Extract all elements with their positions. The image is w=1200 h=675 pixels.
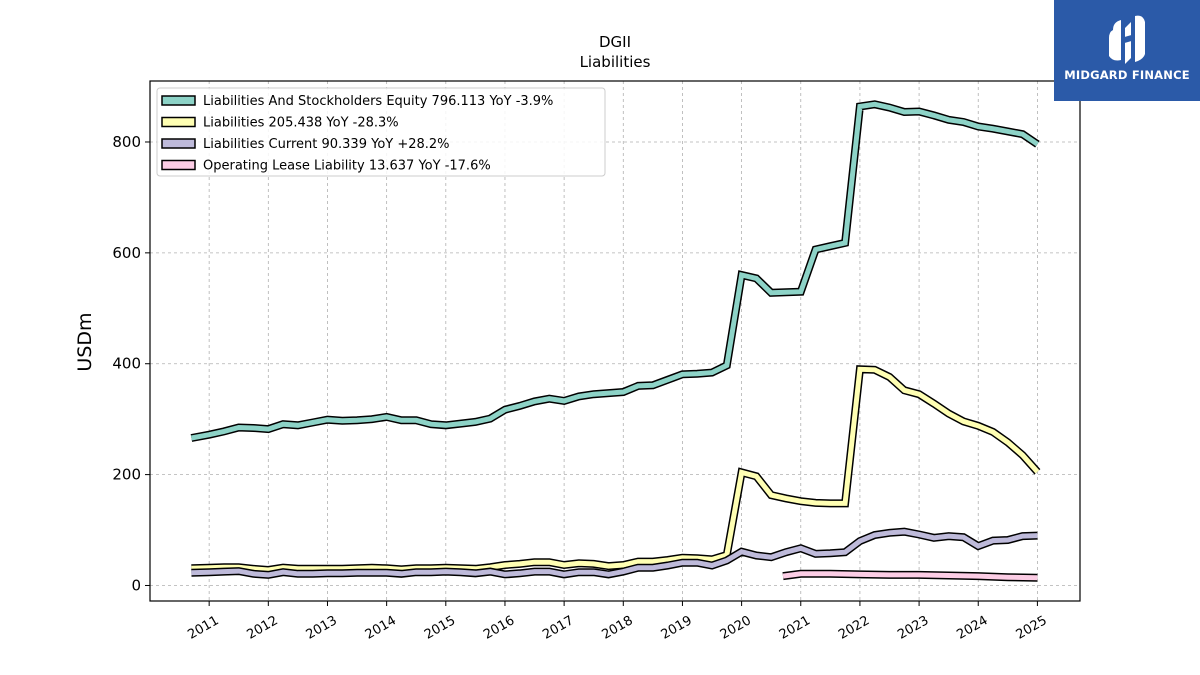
chart-subtitle: Liabilities [580, 53, 651, 71]
series-line-outline [191, 365, 1041, 575]
x-tick-label: 2018 [599, 613, 635, 643]
series-line [191, 366, 1040, 573]
legend: Liabilities And Stockholders Equity 796.… [156, 87, 606, 177]
y-tick-label: 400 [112, 355, 141, 373]
x-tick-label: 2014 [363, 613, 399, 643]
legend-swatch [161, 138, 196, 149]
x-tick-label: 2022 [836, 613, 872, 643]
series-group [190, 100, 1041, 582]
x-tick-label: 2025 [1014, 613, 1050, 643]
x-tick-label: 2016 [481, 613, 517, 643]
legend-label: Liabilities Current 90.339 YoY +28.2% [203, 137, 450, 152]
y-axis-label: USDm [74, 312, 96, 371]
legend-swatch [161, 95, 196, 106]
grid-lines [150, 81, 1080, 601]
legend-swatch [161, 116, 196, 128]
legend-swatch [161, 159, 196, 171]
y-tick-label: 800 [112, 133, 141, 151]
legend-box [156, 87, 606, 177]
x-tick-label: 2011 [185, 613, 221, 643]
x-tick-label: 2020 [718, 613, 754, 643]
brand-name: MIDGARD FINANCE [1064, 68, 1190, 82]
y-tick-label: 200 [112, 466, 141, 484]
legend-label: Liabilities 205.438 YoY -28.3% [203, 116, 399, 131]
series-line [190, 101, 1039, 441]
legend-label: Liabilities And Stockholders Equity 796.… [203, 94, 553, 109]
plot-frame [149, 80, 1081, 602]
x-tick-label: 2015 [422, 613, 458, 643]
y-tick-label: 0 [131, 576, 141, 594]
legend-label: Operating Lease Liability 13.637 YoY -17… [203, 159, 491, 174]
chart-title: DGII [599, 33, 631, 51]
series-line [782, 571, 1038, 581]
x-tick-label: 2012 [244, 613, 280, 643]
x-tick-label: 2013 [304, 613, 340, 643]
y-tick-label: 600 [112, 244, 141, 262]
x-tick-label: 2017 [540, 613, 576, 643]
series-line [191, 529, 1038, 578]
x-tick-label: 2021 [777, 613, 813, 643]
brand-logo: MIDGARD FINANCE [1054, 0, 1200, 101]
x-tick-label: 2019 [659, 613, 695, 643]
x-tick-label: 2024 [954, 613, 990, 643]
x-tick-label: 2023 [895, 613, 931, 643]
midgard-logo-icon [1109, 15, 1145, 64]
